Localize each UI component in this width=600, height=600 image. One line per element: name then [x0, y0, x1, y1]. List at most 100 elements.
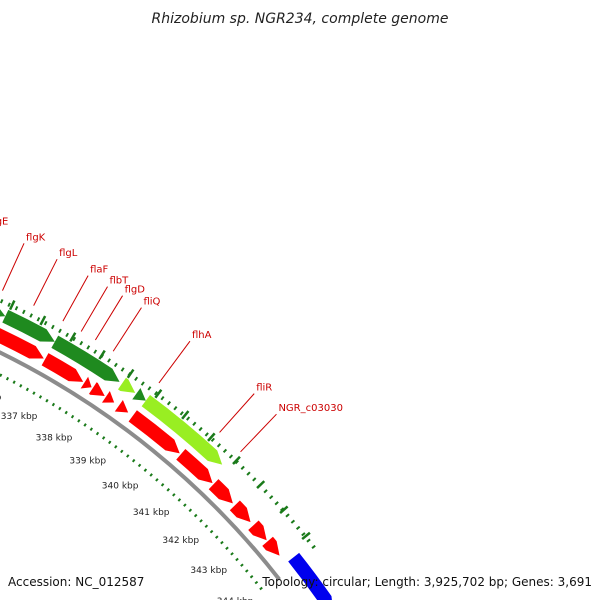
tick-mark [149, 473, 153, 477]
tick-mark [209, 529, 214, 534]
tick-mark [160, 395, 165, 401]
tick-mark [234, 459, 239, 465]
tick-mark [228, 454, 234, 459]
tick-mark [232, 455, 241, 465]
tick-mark [246, 471, 251, 476]
tick-mark [113, 362, 118, 368]
tick-mark [235, 557, 239, 562]
tick-mark [8, 300, 16, 311]
tick-mark [166, 488, 170, 492]
cds-arrow-4 [80, 376, 92, 389]
tick-mark [263, 489, 268, 494]
tick-mark [192, 421, 197, 426]
tick-mark [64, 410, 68, 415]
tick-mark [86, 345, 91, 350]
tick-mark [32, 391, 36, 395]
tick-mark [295, 525, 301, 530]
cds-arrow-2 [0, 328, 44, 359]
tick-mark [39, 315, 47, 326]
leader-line [94, 295, 123, 341]
tick-mark [256, 480, 266, 489]
leader-line [219, 393, 255, 433]
tick-mark [230, 552, 234, 556]
tick-mark [70, 414, 75, 419]
tick-mark [38, 395, 43, 399]
tick-mark [166, 400, 171, 406]
tick-mark [274, 501, 279, 506]
tick-mark [301, 532, 306, 537]
tick-mark [216, 443, 222, 448]
tick-mark [137, 463, 142, 468]
tick-mark [204, 524, 209, 529]
tick-mark [126, 368, 135, 379]
tick-mark [254, 580, 259, 585]
leader-line [112, 307, 142, 352]
cds-arrow-7 [114, 400, 129, 413]
tick-mark [143, 468, 148, 472]
tick-mark [177, 498, 182, 502]
scale-label: 344 kbp [217, 597, 254, 600]
operon-feature-1 [0, 309, 6, 317]
tick-mark [172, 493, 176, 497]
gene-label: flgD [125, 285, 146, 296]
tick-mark [225, 546, 229, 550]
tick-mark [5, 376, 10, 381]
tick-mark [7, 302, 11, 307]
cds-arrow-5 [88, 382, 105, 396]
tick-mark [290, 519, 296, 524]
tick-mark [14, 306, 19, 311]
topology-text: Topology: circular; Length: 3,925,702 bp… [261, 575, 592, 589]
tick-mark [240, 465, 245, 470]
leader-line [62, 275, 89, 322]
tick-mark [252, 477, 257, 482]
cds-arrow-3 [41, 353, 84, 382]
tick-mark [58, 406, 62, 411]
gene-label: flbT [110, 276, 130, 287]
tick-mark [134, 376, 139, 382]
tick-mark [268, 495, 274, 500]
tick-marks [0, 299, 316, 591]
tick-mark [120, 367, 125, 372]
tick-mark [95, 431, 100, 436]
gene-label: fliQ [143, 297, 160, 308]
map-title: Rhizobium sp. NGR234, complete genome [152, 11, 449, 27]
tick-mark [98, 349, 106, 360]
scale-label: 336 kbp [0, 393, 2, 403]
tick-mark [155, 478, 159, 482]
tick-mark [0, 373, 3, 378]
tick-mark [120, 449, 124, 454]
scale-label: 343 kbp [190, 566, 227, 576]
tick-mark [131, 458, 136, 463]
tick-mark [181, 410, 190, 420]
operon-feature-2 [2, 309, 55, 342]
scale-label: 340 kbp [102, 481, 139, 491]
tick-mark [183, 503, 187, 507]
tick-mark [45, 398, 49, 403]
gene-label: flhA [192, 330, 212, 341]
scale-label: 337 kbp [1, 412, 38, 422]
tick-mark [29, 313, 33, 318]
leader-line [2, 243, 25, 291]
gene-label: flgE [0, 217, 8, 228]
label-leaders [2, 243, 277, 453]
tick-mark [140, 381, 145, 386]
tick-mark [154, 389, 163, 399]
tick-mark [279, 505, 289, 515]
tick-mark [83, 423, 87, 427]
cds-arrow-8 [128, 410, 180, 454]
leader-line [158, 340, 191, 384]
cds-arrow-6 [101, 391, 115, 403]
tick-mark [108, 440, 112, 445]
tick-mark [198, 426, 203, 432]
other-feature-arrow [288, 552, 332, 600]
tick-mark [220, 540, 224, 545]
gene-label: flgL [59, 248, 78, 259]
gene-label: fliR [256, 383, 272, 394]
tick-mark [93, 349, 98, 354]
tick-mark [240, 563, 244, 567]
tick-mark [207, 432, 216, 442]
tick-mark [36, 317, 41, 322]
tick-mark [51, 324, 55, 330]
gene-label: flaF [90, 265, 108, 276]
